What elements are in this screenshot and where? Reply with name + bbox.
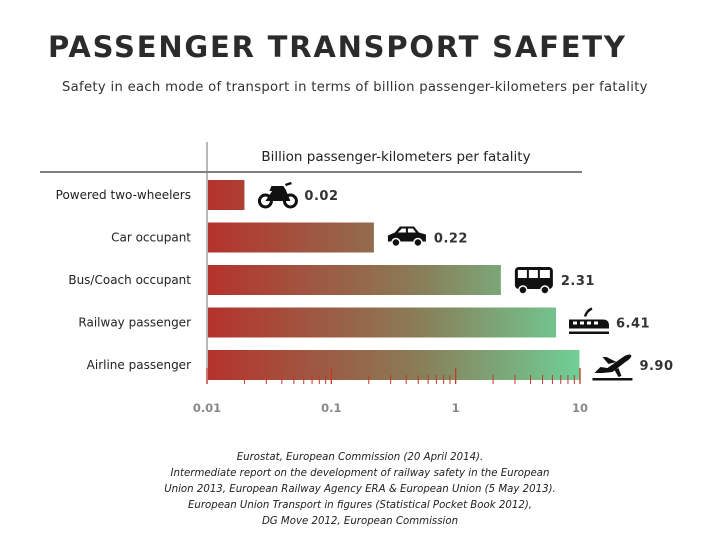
motorcycle-icon (257, 181, 298, 209)
bar (208, 180, 245, 210)
bus-icon (514, 266, 554, 295)
x-tick-label: 10 (572, 401, 588, 415)
x-axis: 0.01 0.1 1 10 (193, 368, 588, 415)
chart-subtitle: Safety in each mode of transport in term… (62, 80, 648, 95)
category-label: Powered two-wheelers (56, 188, 191, 202)
train-icon (567, 307, 611, 336)
category-label: Bus/Coach occupant (68, 273, 191, 287)
category-label: Car occupant (111, 231, 191, 245)
source-line: Eurostat, European Commission (20 April … (236, 452, 484, 463)
x-tick-label: 0.01 (193, 401, 221, 415)
x-tick-label: 1 (452, 401, 460, 415)
bar (208, 222, 374, 253)
value-label: 0.22 (434, 232, 468, 247)
source-line: Intermediate report on the development o… (170, 468, 550, 479)
value-label: 9.90 (639, 359, 673, 374)
category-label: Railway passenger (78, 316, 191, 330)
x-axis-label: Billion passenger-kilometers per fatalit… (261, 149, 530, 165)
bars-group: Powered two-wheelers 0.02 Car occupant 0.22… (56, 180, 673, 381)
source-line: European Union Transport in figures (Sta… (187, 500, 533, 511)
chart-title: PASSENGER TRANSPORT SAFETY (48, 30, 627, 64)
source-line: DG Move 2012, European Commission (261, 516, 459, 527)
bar (208, 350, 580, 380)
value-label: 2.31 (561, 274, 595, 289)
bar (208, 265, 501, 295)
source-line: Union 2013, European Railway Agency ERA … (164, 484, 556, 495)
bar (208, 307, 556, 338)
value-label: 0.02 (304, 189, 338, 204)
value-label: 6.41 (616, 317, 650, 332)
car-icon (387, 225, 427, 248)
x-tick-label: 0.1 (321, 401, 341, 415)
bar-chart: Billion passenger-kilometers per fatalit… (40, 142, 673, 415)
category-label: Airline passenger (87, 358, 191, 372)
airplane-icon (592, 354, 633, 381)
source-citation: Eurostat, European Commission (20 April … (110, 450, 610, 530)
